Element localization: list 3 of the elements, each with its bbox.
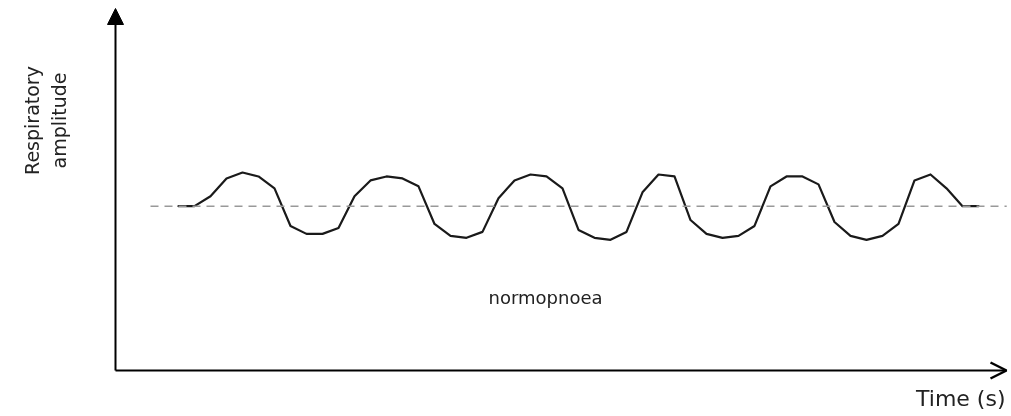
annotation: normopnoea [488,287,603,308]
y-axis-title: Respiratory amplitude [21,66,70,175]
x-axis-title: Time (s) [915,386,1006,411]
